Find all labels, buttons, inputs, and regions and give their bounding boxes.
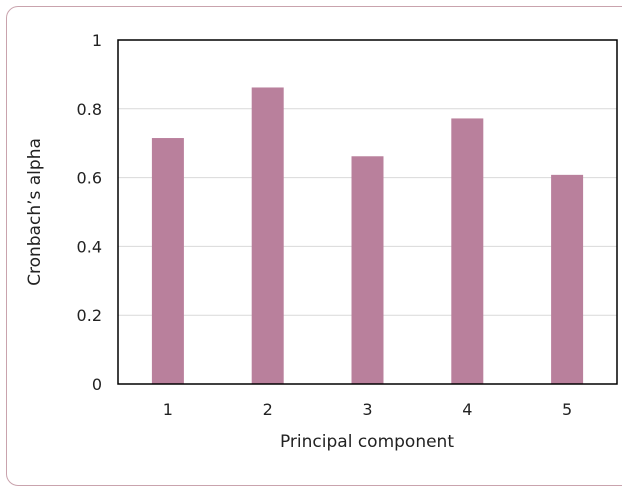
bar	[551, 174, 584, 384]
bar	[151, 138, 184, 384]
axes	[117, 39, 618, 385]
y-tick-label: 1	[92, 31, 102, 50]
bar	[351, 156, 384, 384]
x-tick-labels: 1 2 3 4 5	[163, 400, 572, 419]
x-tick-label: 3	[362, 400, 372, 419]
y-tick-label: 0.4	[77, 237, 102, 256]
x-tick-label: 2	[263, 400, 273, 419]
y-tick-labels: 0 0.2 0.4 0.6 0.8 1	[77, 31, 102, 394]
y-tick-label: 0	[92, 375, 102, 394]
y-tick-label: 0.6	[77, 169, 102, 188]
bar	[451, 118, 484, 384]
y-tick-label: 0.8	[77, 100, 102, 119]
x-axis-title: Principal component	[280, 432, 454, 452]
bar	[251, 87, 284, 385]
bar-chart: 0 0.2 0.4 0.6 0.8 1 1 2 3 4 5 Principal component…	[25, 31, 618, 452]
plot-area-border	[117, 39, 618, 385]
x-tick-label: 4	[462, 400, 472, 419]
y-axis-title: Cronbach’s alpha	[25, 138, 45, 286]
bars	[151, 87, 584, 385]
x-tick-label: 1	[163, 400, 173, 419]
y-tick-label: 0.2	[77, 306, 102, 325]
x-tick-label: 5	[562, 400, 572, 419]
